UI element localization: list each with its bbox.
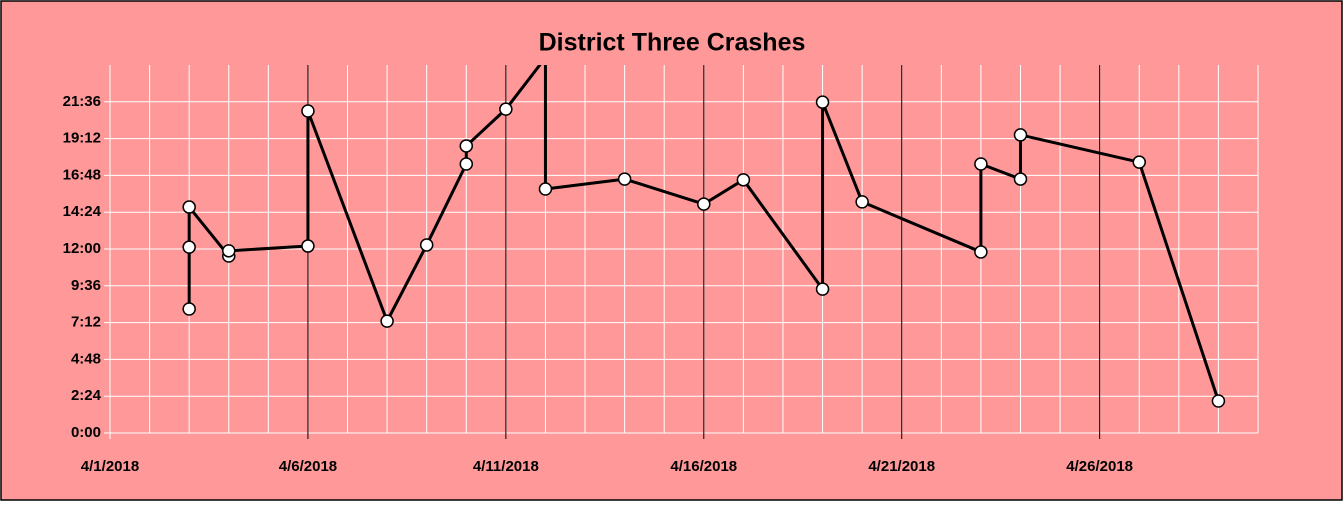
y-tick-label: 12:00 [63,240,101,257]
marker [380,314,394,328]
marker [855,195,869,209]
y-tick-label: 0:00 [71,424,101,441]
marker [815,95,830,109]
marker [974,157,988,171]
x-tick-label: 4/21/2018 [868,458,935,475]
marker [419,238,434,252]
x-tick-label: 4/26/2018 [1066,458,1133,475]
marker [1013,172,1028,186]
marker [1013,128,1028,142]
x-tick-label: 4/11/2018 [473,458,539,475]
marker [182,302,196,316]
marker [301,239,315,253]
y-tick-label: 19:12 [63,130,101,147]
marker [974,245,988,259]
marker [697,197,711,211]
marker [617,172,632,186]
marker [815,282,830,296]
marker [736,173,751,187]
chart-title: District Three Crashes [539,29,806,57]
marker [1132,155,1146,169]
y-tick-label: 21:36 [63,93,101,110]
marker [538,182,553,196]
y-tick-label: 4:48 [71,350,101,367]
y-tick-label: 9:36 [71,277,101,294]
marker [1211,394,1226,408]
x-tick-label: 4/6/2018 [279,458,337,475]
y-tick-label: 2:24 [71,387,102,404]
marker [222,244,236,258]
marker [182,200,196,214]
y-tick-label: 7:12 [71,314,101,331]
marker [459,139,474,153]
marker [499,102,513,116]
y-tick-label: 16:48 [63,166,101,183]
marker [459,157,474,171]
marker [301,104,315,118]
x-tick-label: 4/16/2018 [670,458,737,475]
plot-area [182,65,1226,408]
line [187,65,1220,402]
marker [182,240,196,254]
x-tick-label: 4/1/2018 [81,458,139,475]
y-tick-label: 14:24 [63,203,102,220]
